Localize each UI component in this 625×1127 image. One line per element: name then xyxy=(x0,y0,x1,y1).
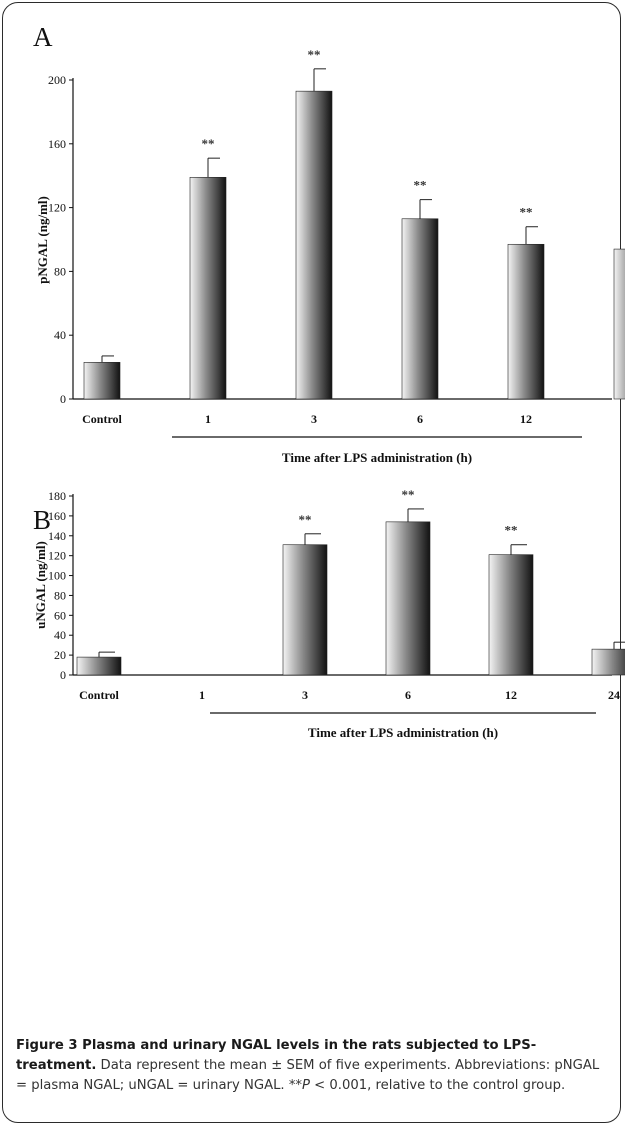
y-tick-label-b: 80 xyxy=(54,588,66,602)
figure-caption: Figure 3 Plasma and urinary NGAL levels … xyxy=(16,1036,612,1096)
x-tick-label-b: 24 xyxy=(608,688,620,702)
caption-text-after-p: < 0.001, relative to the control group. xyxy=(309,1078,566,1093)
significance-marker-a: ** xyxy=(308,47,321,62)
x-tick-label-a: 12 xyxy=(520,412,532,426)
y-tick-label-b: 60 xyxy=(54,608,66,622)
y-tick-label-b: 140 xyxy=(48,529,66,543)
bar-b xyxy=(76,656,122,676)
significance-marker-b: ** xyxy=(299,512,312,527)
y-axis-title-b: uNGAL (ng/ml) xyxy=(33,541,48,629)
y-tick-label-a: 80 xyxy=(54,264,66,278)
significance-marker-b: ** xyxy=(505,523,518,538)
bar-a xyxy=(507,243,545,400)
x-axis-title-b: Time after LPS administration (h) xyxy=(308,725,498,740)
y-tick-label-a: 200 xyxy=(48,73,66,87)
x-axis-title-a: Time after LPS administration (h) xyxy=(282,450,472,465)
bar-b xyxy=(385,521,431,676)
caption-p-symbol: P xyxy=(302,1078,310,1093)
y-tick-label-a: 160 xyxy=(48,137,66,151)
x-tick-label-b: 3 xyxy=(302,688,308,702)
x-tick-label-b: 12 xyxy=(505,688,517,702)
x-tick-label-b: 6 xyxy=(405,688,411,702)
bar-a xyxy=(189,176,227,400)
panel-b-label: B xyxy=(33,505,52,535)
bar-b xyxy=(488,554,534,676)
caption-title: Figure 3 Plasma and urinary NGAL levels … xyxy=(16,1038,537,1073)
y-tick-label-b: 0 xyxy=(60,668,66,682)
bar-b xyxy=(282,544,328,676)
x-tick-label-a: 3 xyxy=(311,412,317,426)
y-tick-label-b: 100 xyxy=(48,569,66,583)
y-tick-label-b: 40 xyxy=(54,628,66,642)
bar-a xyxy=(295,90,333,400)
y-tick-label-a: 40 xyxy=(54,328,66,342)
x-tick-label-a: Control xyxy=(82,412,122,426)
y-tick-label-b: 160 xyxy=(48,509,66,523)
x-tick-label-a: 1 xyxy=(205,412,211,426)
significance-marker-a: ** xyxy=(414,178,427,193)
bar-a xyxy=(83,362,121,400)
panel-a-label: A xyxy=(33,22,53,52)
x-tick-label-b: 1 xyxy=(199,688,205,702)
x-tick-label-b: Control xyxy=(79,688,119,702)
y-tick-label-a: 0 xyxy=(60,392,66,406)
bar-a xyxy=(401,218,439,400)
caption-text-before-p: Data represent the mean ± SEM of five ex… xyxy=(16,1058,600,1093)
bar-b xyxy=(591,648,625,676)
x-tick-label-a: 6 xyxy=(417,412,423,426)
y-tick-label-b: 20 xyxy=(54,648,66,662)
significance-marker-b: ** xyxy=(402,487,415,502)
y-axis-title-a: pNGAL (ng/ml) xyxy=(35,196,50,284)
significance-marker-a: ** xyxy=(520,205,533,220)
bar-a xyxy=(613,248,625,400)
y-tick-label-a: 120 xyxy=(48,201,66,215)
y-tick-label-b: 180 xyxy=(48,489,66,503)
significance-marker-a: ** xyxy=(202,136,215,151)
y-tick-label-b: 120 xyxy=(48,549,66,563)
